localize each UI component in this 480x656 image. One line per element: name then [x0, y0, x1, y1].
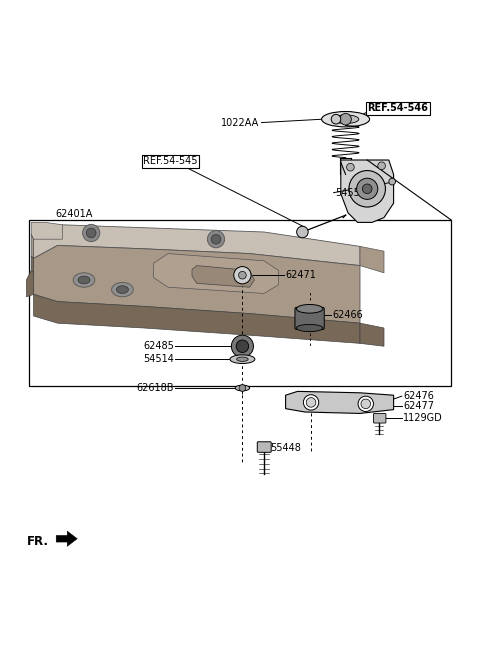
- Text: 1022AA: 1022AA: [221, 117, 259, 127]
- Polygon shape: [360, 323, 384, 346]
- Polygon shape: [31, 234, 34, 258]
- FancyBboxPatch shape: [373, 413, 386, 423]
- Ellipse shape: [111, 282, 133, 297]
- Polygon shape: [31, 256, 34, 273]
- Text: 62471: 62471: [286, 270, 316, 280]
- Polygon shape: [192, 266, 254, 287]
- Circle shape: [389, 178, 396, 185]
- Circle shape: [306, 398, 316, 407]
- Ellipse shape: [297, 325, 323, 331]
- Circle shape: [83, 224, 100, 241]
- Text: 55448: 55448: [270, 443, 300, 453]
- Circle shape: [297, 226, 308, 237]
- Text: 54559C: 54559C: [335, 188, 373, 197]
- Polygon shape: [34, 295, 360, 343]
- Polygon shape: [31, 222, 62, 239]
- Text: REF.54-546: REF.54-546: [367, 103, 428, 113]
- Text: 62476: 62476: [403, 391, 434, 401]
- Circle shape: [303, 395, 319, 410]
- Circle shape: [86, 228, 96, 237]
- Circle shape: [239, 384, 246, 392]
- Text: 62466: 62466: [333, 310, 363, 319]
- Ellipse shape: [237, 357, 248, 361]
- Circle shape: [347, 163, 354, 171]
- Circle shape: [211, 234, 221, 244]
- Ellipse shape: [73, 273, 95, 287]
- Circle shape: [378, 162, 385, 170]
- Ellipse shape: [322, 112, 370, 127]
- Polygon shape: [26, 270, 34, 297]
- Ellipse shape: [230, 355, 255, 363]
- Ellipse shape: [235, 385, 250, 391]
- Circle shape: [357, 178, 378, 199]
- Ellipse shape: [117, 286, 129, 293]
- Ellipse shape: [78, 276, 90, 284]
- Text: 54514: 54514: [143, 354, 174, 364]
- FancyBboxPatch shape: [295, 308, 324, 329]
- Polygon shape: [360, 247, 384, 273]
- Text: 62477: 62477: [403, 401, 434, 411]
- Ellipse shape: [297, 304, 323, 313]
- Circle shape: [362, 184, 372, 194]
- Circle shape: [349, 171, 385, 207]
- Circle shape: [361, 399, 371, 409]
- Polygon shape: [286, 392, 394, 413]
- Text: 62485: 62485: [143, 341, 174, 351]
- Circle shape: [207, 230, 225, 248]
- FancyBboxPatch shape: [257, 441, 271, 453]
- Circle shape: [239, 272, 246, 279]
- Polygon shape: [34, 225, 360, 266]
- Ellipse shape: [332, 115, 359, 123]
- Circle shape: [231, 335, 253, 358]
- Circle shape: [234, 266, 251, 284]
- Text: FR.: FR.: [26, 535, 48, 548]
- Text: REF.54-545: REF.54-545: [143, 156, 198, 167]
- Circle shape: [358, 396, 373, 411]
- Polygon shape: [56, 531, 77, 546]
- Circle shape: [331, 114, 341, 124]
- Bar: [29, 220, 451, 386]
- Text: 62618B: 62618B: [136, 383, 174, 393]
- Circle shape: [236, 340, 249, 352]
- Text: 1129GD: 1129GD: [403, 413, 443, 423]
- Text: 62401A: 62401A: [55, 209, 93, 218]
- Circle shape: [340, 113, 351, 125]
- Polygon shape: [154, 254, 278, 293]
- Polygon shape: [341, 160, 394, 222]
- Polygon shape: [34, 245, 360, 323]
